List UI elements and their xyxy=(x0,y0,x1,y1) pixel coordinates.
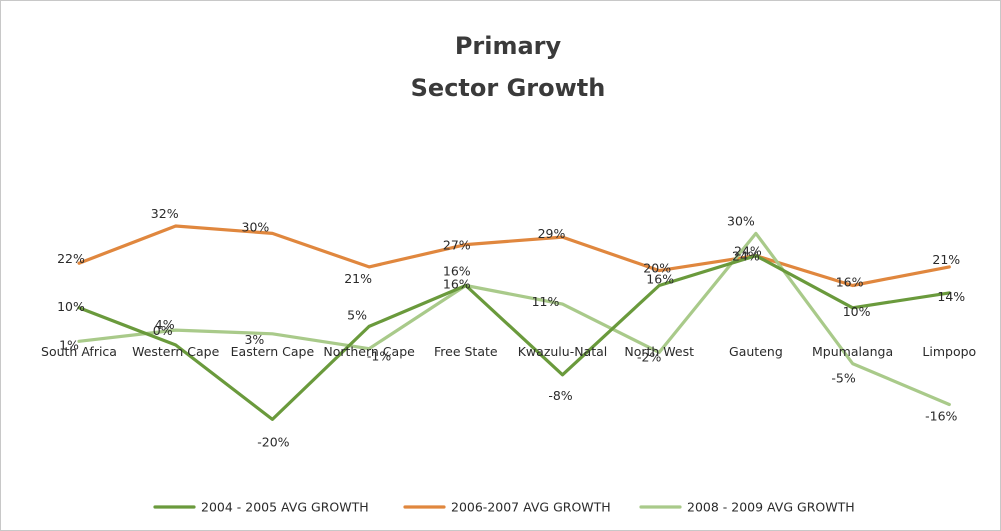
legend-item: 2008 - 2009 AVG GROWTH xyxy=(639,500,855,515)
category-label: Western Cape xyxy=(132,344,220,359)
data-label: 27% xyxy=(443,238,471,253)
data-label: 32% xyxy=(151,206,179,221)
category-label: Mpumalanga xyxy=(812,344,893,359)
legend-label: 2008 - 2009 AVG GROWTH xyxy=(687,500,855,515)
data-label: 1% xyxy=(59,337,79,352)
chart-title-line-1: Primary xyxy=(455,32,562,60)
data-label: 29% xyxy=(538,226,566,241)
data-label: -8% xyxy=(548,388,572,403)
legend-item: 2004 - 2005 AVG GROWTH xyxy=(153,500,369,515)
data-labels: 10% 0% -20% 5% 16% -8% 16% 24% 10% 14% 22% 32% 30% 21… xyxy=(57,206,965,449)
legend-label: 2004 - 2005 AVG GROWTH xyxy=(201,500,369,515)
data-label: 0% xyxy=(153,323,173,338)
data-label: 16% xyxy=(836,275,864,290)
legend: 2004 - 2005 AVG GROWTH 2006-2007 AVG GROW… xyxy=(153,500,855,515)
legend-item: 2006-2007 AVG GROWTH xyxy=(403,500,611,515)
chart-title-line-2: Sector Growth xyxy=(411,74,606,102)
category-label: Northern Cape xyxy=(323,344,415,359)
data-label: 10% xyxy=(843,304,871,319)
data-label: 30% xyxy=(242,219,270,234)
category-label: Kwazulu-Natal xyxy=(518,344,608,359)
data-label: 21% xyxy=(344,271,372,286)
category-label: South Africa xyxy=(41,344,117,359)
data-label: 30% xyxy=(727,213,755,228)
series-line-2 xyxy=(77,224,951,288)
category-label: North West xyxy=(624,344,694,359)
data-label: 20% xyxy=(643,261,671,276)
category-label: Limpopo xyxy=(922,344,976,359)
data-label: 16% xyxy=(443,277,471,292)
category-axis-labels: South Africa Western Cape Eastern Cape Nort… xyxy=(41,344,976,359)
data-label: 21% xyxy=(932,252,960,267)
data-label: -5% xyxy=(831,371,855,386)
data-label: 16% xyxy=(443,264,471,279)
category-label: Gauteng xyxy=(729,344,783,359)
data-label: 10% xyxy=(57,299,85,314)
data-label: -1% xyxy=(367,349,391,364)
data-label: 5% xyxy=(347,307,367,322)
data-label: 24% xyxy=(734,244,762,259)
series-layer xyxy=(77,224,951,421)
data-label: 11% xyxy=(532,294,560,309)
data-label: -16% xyxy=(925,409,957,424)
series-line-1 xyxy=(77,254,951,421)
data-label: 4% xyxy=(155,317,175,332)
data-label: -20% xyxy=(257,434,289,449)
chart-title: Primary Sector Growth xyxy=(411,32,606,102)
data-label: 14% xyxy=(937,289,965,304)
data-label: -2% xyxy=(637,349,661,364)
category-label: Eastern Cape xyxy=(231,344,315,359)
data-label: 3% xyxy=(244,332,264,347)
category-label: Free State xyxy=(434,344,498,359)
data-label: 24% xyxy=(732,249,760,264)
data-label: 16% xyxy=(646,272,674,287)
legend-label: 2006-2007 AVG GROWTH xyxy=(451,500,611,515)
series-line-3 xyxy=(77,231,951,407)
data-label: 22% xyxy=(57,251,85,266)
